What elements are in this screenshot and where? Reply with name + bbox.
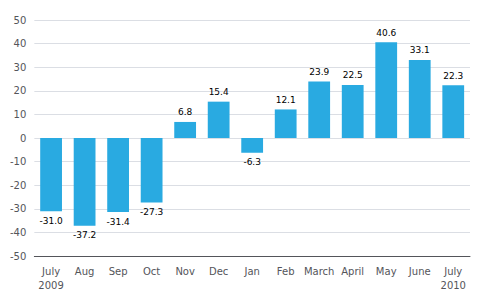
svg-text:10: 10 <box>14 109 27 120</box>
svg-text:July: July <box>41 266 60 277</box>
svg-text:-31.0: -31.0 <box>39 216 63 226</box>
svg-text:2010: 2010 <box>441 280 466 291</box>
svg-text:22.5: 22.5 <box>343 70 363 80</box>
svg-text:33.1: 33.1 <box>410 45 430 55</box>
svg-text:-30: -30 <box>10 203 26 214</box>
svg-text:40.6: 40.6 <box>376 28 396 38</box>
svg-text:July: July <box>443 266 462 277</box>
svg-text:-10: -10 <box>10 156 26 167</box>
svg-text:23.9: 23.9 <box>309 67 329 77</box>
svg-text:May: May <box>376 266 397 277</box>
svg-text:Nov: Nov <box>175 266 195 277</box>
svg-text:Jan: Jan <box>243 266 259 277</box>
svg-text:-6.3: -6.3 <box>243 157 261 167</box>
svg-text:0: 0 <box>20 133 26 144</box>
svg-text:50: 50 <box>14 15 27 26</box>
svg-text:-50: -50 <box>10 251 26 262</box>
svg-text:6.8: 6.8 <box>178 107 193 117</box>
svg-text:Dec: Dec <box>209 266 228 277</box>
svg-text:-20: -20 <box>10 180 26 191</box>
svg-text:-40: -40 <box>10 227 26 238</box>
svg-text:20: 20 <box>14 85 27 96</box>
svg-text:March: March <box>304 266 334 277</box>
svg-text:Oct: Oct <box>143 266 160 277</box>
svg-text:22.3: 22.3 <box>443 71 463 81</box>
svg-text:2009: 2009 <box>38 280 63 291</box>
svg-text:-31.4: -31.4 <box>106 217 130 227</box>
svg-text:15.4: 15.4 <box>209 87 229 97</box>
svg-text:-37.2: -37.2 <box>73 230 96 240</box>
svg-text:40: 40 <box>14 38 27 49</box>
svg-text:April: April <box>341 266 364 277</box>
svg-text:Sep: Sep <box>109 266 128 277</box>
svg-text:Feb: Feb <box>277 266 295 277</box>
svg-text:12.1: 12.1 <box>276 95 296 105</box>
svg-text:Aug: Aug <box>75 266 95 277</box>
svg-text:June: June <box>408 266 431 277</box>
svg-text:-27.3: -27.3 <box>140 207 163 217</box>
svg-text:30: 30 <box>14 62 27 73</box>
